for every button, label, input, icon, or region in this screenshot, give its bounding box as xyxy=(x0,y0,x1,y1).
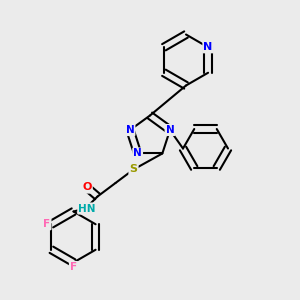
Text: F: F xyxy=(44,219,50,229)
Text: N: N xyxy=(166,125,174,135)
Text: N: N xyxy=(126,125,134,135)
Text: F: F xyxy=(70,262,77,272)
Text: N: N xyxy=(133,148,142,158)
Text: HN: HN xyxy=(78,203,96,214)
Text: S: S xyxy=(130,164,137,175)
Text: O: O xyxy=(82,182,92,193)
Text: N: N xyxy=(203,42,213,52)
